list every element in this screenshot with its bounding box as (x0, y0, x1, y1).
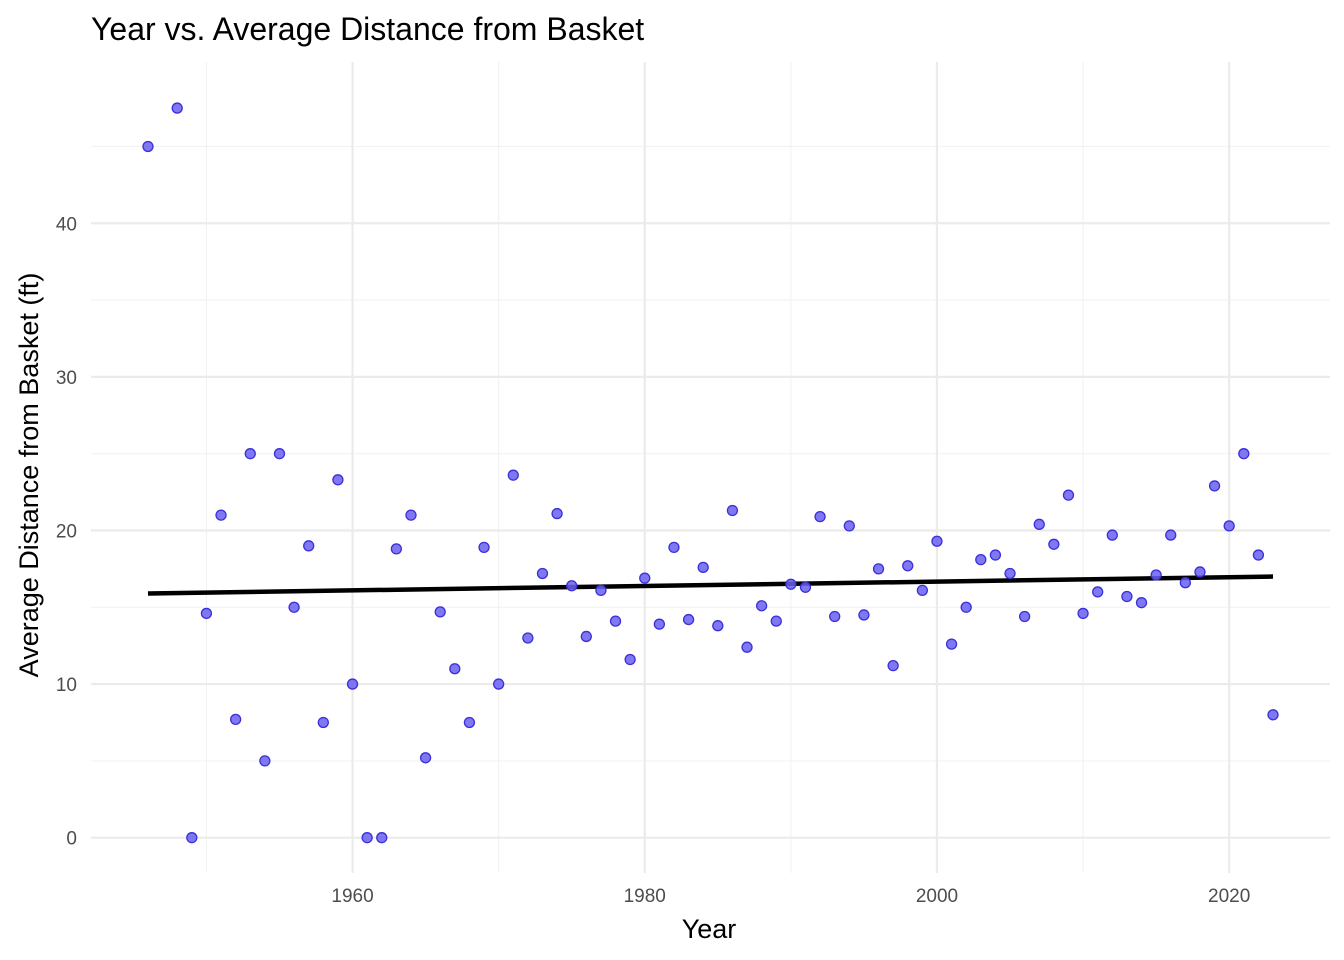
data-point (405, 509, 417, 521)
data-point (200, 607, 213, 620)
data-point (332, 474, 344, 486)
data-point (522, 632, 534, 644)
data-point (463, 716, 476, 729)
data-point (726, 504, 739, 517)
data-point (872, 563, 885, 575)
data-point (595, 584, 607, 597)
data-point (1106, 529, 1118, 541)
data-point (682, 613, 695, 626)
data-point (449, 663, 461, 675)
data-point (916, 584, 929, 597)
data-point (1004, 567, 1016, 580)
data-point (434, 606, 446, 618)
data-point (142, 140, 154, 153)
data-point (244, 448, 256, 460)
data-point (361, 832, 373, 844)
data-point (580, 630, 592, 643)
data-point (931, 535, 943, 547)
data-point (989, 549, 1002, 561)
data-point (1018, 610, 1031, 623)
trend-line (147, 574, 1274, 596)
x-tick-label: 1980 (624, 886, 666, 907)
data-point (1033, 518, 1045, 530)
y-tick-label: 10 (56, 675, 77, 696)
data-point (829, 610, 841, 623)
data-point (1252, 549, 1265, 561)
data-point (755, 600, 768, 612)
data-point (902, 560, 914, 572)
y-tick-label: 30 (56, 368, 77, 389)
data-point (668, 541, 680, 554)
data-point (1092, 586, 1104, 598)
major-gridlines (91, 62, 1330, 873)
data-point (1223, 520, 1235, 532)
data-point (653, 618, 666, 630)
y-tick-label: 20 (56, 521, 77, 542)
data-point (741, 641, 753, 653)
data-point (1150, 569, 1162, 581)
data-point (1165, 529, 1177, 541)
data-point (1077, 607, 1089, 620)
data-point (1238, 448, 1250, 460)
data-point (215, 509, 227, 521)
chart-title: Year vs. Average Distance from Basket (91, 11, 644, 47)
data-point (814, 511, 826, 523)
x-tick-label: 1960 (331, 886, 373, 907)
data-point (507, 469, 519, 481)
data-point (492, 678, 505, 690)
data-point (419, 752, 432, 764)
data-point (536, 567, 549, 580)
data-point (273, 448, 286, 460)
data-point (712, 620, 724, 632)
data-point (288, 601, 300, 613)
data-point (887, 659, 899, 672)
data-point (566, 580, 578, 592)
y-axis-tick-labels: 0 10 20 30 40 (56, 214, 77, 849)
x-tick-label: 2020 (1208, 886, 1250, 907)
data-points (142, 102, 1279, 844)
data-point (1062, 489, 1075, 501)
data-point (975, 554, 987, 566)
x-tick-label: 2000 (916, 886, 958, 907)
data-point (551, 507, 563, 520)
data-point (376, 832, 388, 844)
data-point (1121, 590, 1133, 603)
y-axis-title: Average Distance from Basket (ft) (14, 273, 44, 678)
data-point (843, 520, 855, 532)
y-tick-label: 0 (66, 829, 77, 850)
data-point (1135, 597, 1148, 609)
data-point (1208, 480, 1221, 492)
data-point (1048, 538, 1060, 550)
data-point (697, 561, 709, 573)
data-point (770, 615, 782, 627)
data-point (303, 540, 315, 552)
data-point (1267, 709, 1279, 721)
data-point (171, 102, 183, 114)
data-point (259, 755, 271, 767)
data-point (478, 541, 490, 554)
data-point (346, 678, 359, 690)
minor-gridlines (91, 62, 1330, 873)
data-point (1179, 577, 1192, 589)
data-point (960, 601, 972, 613)
data-point (1194, 566, 1206, 578)
data-point (624, 653, 636, 666)
y-tick-label: 40 (56, 214, 77, 235)
data-point (799, 581, 812, 593)
data-point (229, 713, 242, 726)
data-point (639, 572, 651, 584)
data-point (945, 638, 958, 650)
data-point (186, 832, 198, 844)
data-point (858, 609, 870, 621)
data-point (317, 716, 329, 729)
x-axis-tick-labels: 1960 1980 2000 2020 (331, 886, 1250, 907)
data-point (785, 578, 797, 590)
data-point (609, 615, 622, 627)
x-axis-title: Year (682, 914, 737, 944)
data-point (390, 543, 403, 555)
